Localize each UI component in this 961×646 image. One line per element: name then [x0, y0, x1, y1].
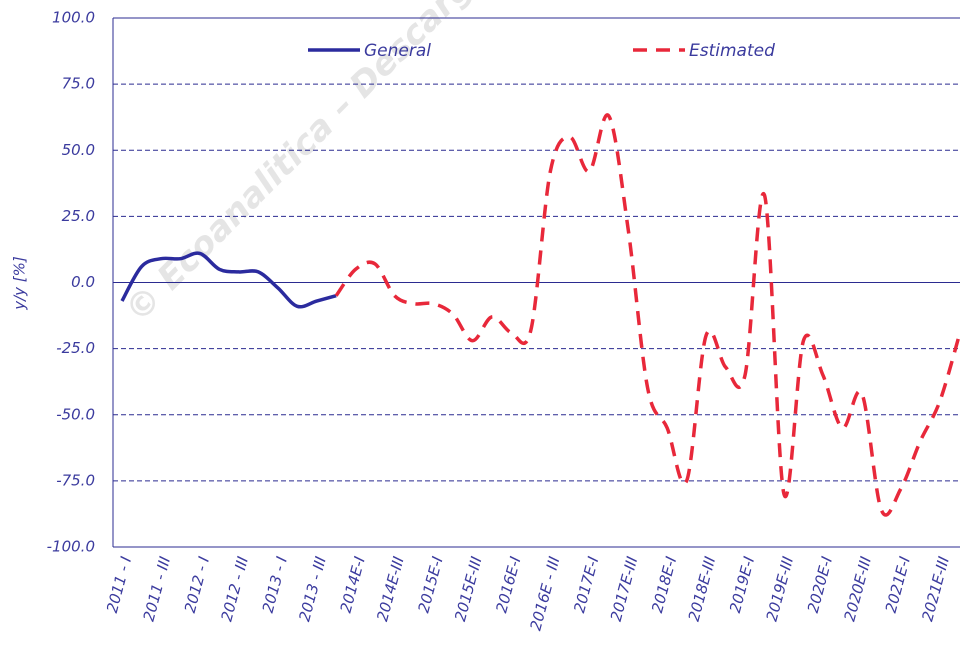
x-tick-label: 2014E-III — [373, 554, 408, 623]
x-tick-label: 2018E-I — [648, 554, 680, 615]
x-tick-label: 2014E-I — [337, 554, 369, 615]
x-tick-label: 2011 - III — [140, 554, 175, 623]
series-line — [334, 113, 961, 517]
y-tick-label: -75.0 — [56, 471, 95, 489]
x-tick-label: 2020E-III — [841, 554, 876, 623]
series-line — [120, 251, 337, 309]
x-tick-label: 2015E-I — [414, 554, 446, 615]
x-tick-label: 2019E-III — [763, 554, 798, 623]
x-tick-label: 2021E-I — [882, 554, 914, 615]
x-tick-label: 2019E-I — [726, 554, 758, 615]
y-tick-label: 75.0 — [62, 75, 95, 93]
y-tick-label: -25.0 — [56, 339, 95, 357]
legend-label: Estimated — [689, 41, 775, 61]
x-tick-label: 2017E-I — [570, 554, 602, 615]
y-tick-label: 50.0 — [62, 141, 95, 159]
y-tick-label: 25.0 — [62, 207, 95, 225]
x-tick-label: 2013 - I — [259, 554, 291, 615]
y-tick-label: 0.0 — [71, 273, 95, 291]
x-tick-label: 2016E - III — [527, 554, 564, 633]
x-tick-label: 2016E-I — [492, 554, 524, 615]
x-tick-label: 2017E-III — [607, 554, 642, 623]
y-axis-label: y/y [%] — [11, 256, 29, 311]
y-tick-label: 100.0 — [52, 9, 95, 27]
x-tick-label: 2018E-III — [685, 554, 720, 623]
x-tick-label: 2015E-III — [451, 554, 486, 623]
x-tick-label: 2012 - I — [181, 554, 213, 615]
y-tick-label: -100.0 — [47, 538, 95, 556]
x-tick-label: 2013 - III — [295, 554, 330, 623]
x-tick-label: 2012 - III — [217, 554, 252, 623]
y-tick-label: -50.0 — [56, 405, 95, 423]
x-tick-label: 2021E-III — [918, 554, 953, 623]
x-tick-label: 2020E-I — [804, 554, 836, 615]
x-tick-label: 2011 - I — [103, 554, 135, 615]
legend-label: General — [364, 41, 431, 61]
